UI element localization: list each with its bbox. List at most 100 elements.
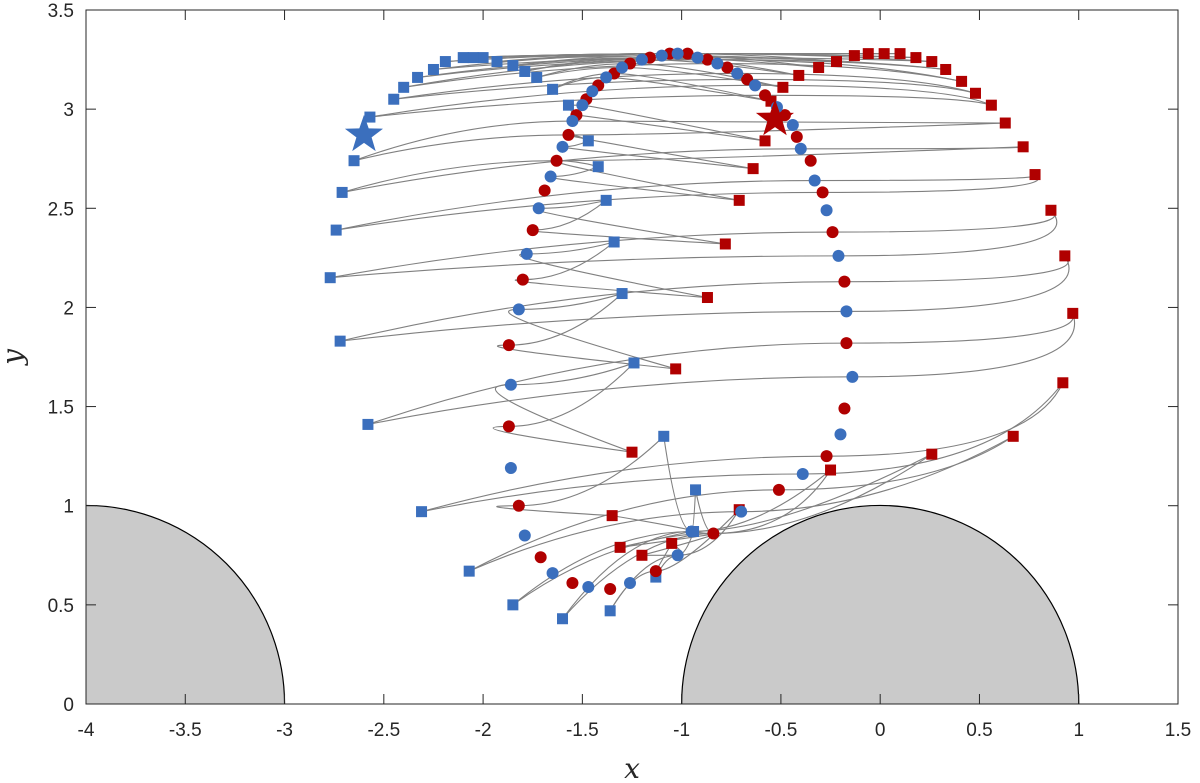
y-tick-label: 3 xyxy=(63,100,74,121)
blue-circle-marker xyxy=(794,142,807,155)
red-square-marker xyxy=(956,75,968,87)
x-tick-label: -3 xyxy=(276,720,293,741)
red-square-marker xyxy=(765,95,777,107)
connector-curve xyxy=(340,255,1069,342)
red-circle-marker xyxy=(790,130,803,143)
blue-circle-marker xyxy=(576,99,589,112)
blue-square-marker xyxy=(491,56,503,68)
blue-circle-marker xyxy=(616,61,629,74)
x-tick-label: -0.5 xyxy=(765,720,798,741)
red-square-marker xyxy=(926,448,938,460)
blue-square-marker xyxy=(600,194,612,206)
blue-circle-marker xyxy=(671,549,684,562)
blue-circle-marker xyxy=(671,47,684,60)
blue-square-marker xyxy=(690,484,702,496)
red-circle-marker xyxy=(538,184,551,197)
blue-circle-marker xyxy=(796,467,809,480)
red-circle-marker xyxy=(681,47,694,60)
connector-curve xyxy=(353,120,1006,162)
y-tick-label: 0 xyxy=(63,695,74,716)
blue-square-marker xyxy=(412,71,424,83)
y-tick-label: 2 xyxy=(63,298,74,319)
x-tick-label: 1 xyxy=(1073,720,1084,741)
red-square-marker xyxy=(1029,169,1041,181)
red-square-marker xyxy=(719,238,731,250)
connector-curve xyxy=(336,174,1037,231)
x-tick-label: 0 xyxy=(875,720,886,741)
x-tick-label: -2.5 xyxy=(367,720,400,741)
blue-square-marker xyxy=(463,565,475,577)
red-circle-marker xyxy=(707,527,720,540)
blue-circle-marker xyxy=(520,247,533,260)
red-square-marker xyxy=(813,62,825,74)
blue-square-marker xyxy=(398,81,410,93)
blue-square-marker xyxy=(519,65,531,77)
blue-circle-marker xyxy=(566,115,579,128)
connector-curve xyxy=(508,293,676,370)
blue-circle-marker xyxy=(504,378,517,391)
blue-circle-marker xyxy=(624,577,637,590)
red-square-marker xyxy=(825,464,837,476)
blue-square-marker xyxy=(582,135,594,147)
red-square-marker xyxy=(747,163,759,175)
connector-curve xyxy=(367,313,1075,425)
y-tick-label: 0.5 xyxy=(48,596,74,617)
blue-square-marker xyxy=(592,161,604,173)
red-circle-marker xyxy=(721,61,734,74)
red-square-marker xyxy=(1057,377,1069,389)
red-circle-marker xyxy=(816,186,829,199)
connector-curve xyxy=(421,382,1064,513)
blue-square-marker xyxy=(416,506,428,518)
blue-square-marker xyxy=(348,155,360,167)
red-circle-marker xyxy=(534,551,547,564)
blue-square-marker xyxy=(531,71,543,83)
red-circle-marker xyxy=(804,154,817,167)
blue-circle-marker xyxy=(731,67,744,80)
blue-square-marker xyxy=(388,93,400,105)
blue-circle-marker xyxy=(546,567,559,580)
red-circle-marker xyxy=(772,483,785,496)
blue-square-marker xyxy=(562,99,574,111)
red-square-marker xyxy=(831,56,843,68)
blue-square-marker xyxy=(557,613,569,625)
red-circle-marker xyxy=(516,273,529,286)
blue-circle-marker xyxy=(582,581,595,594)
connector-curve xyxy=(336,174,1040,231)
blue-circle-marker xyxy=(808,174,821,187)
blue-square-marker xyxy=(604,605,616,617)
x-axis-label: x xyxy=(624,752,640,783)
red-square-marker xyxy=(999,117,1011,129)
blue-circle-marker xyxy=(832,249,845,262)
x-tick-label: 1.5 xyxy=(1165,720,1191,741)
blue-square-marker xyxy=(477,52,489,64)
red-square-marker xyxy=(777,81,789,93)
obstacles xyxy=(86,504,1080,704)
red-square-marker xyxy=(894,48,906,60)
star-marker xyxy=(344,114,383,152)
blue-square-marker xyxy=(658,430,670,442)
blue-square-marker xyxy=(336,186,348,198)
blue-circle-marker xyxy=(820,204,833,217)
red-circle-marker xyxy=(512,499,525,512)
y-tick-label: 1 xyxy=(63,497,74,518)
star-marker xyxy=(755,99,794,136)
red-square-marker xyxy=(1045,204,1057,216)
red-square-marker xyxy=(878,48,890,60)
blue-square-marker xyxy=(330,224,342,236)
plot-frame xyxy=(85,9,1179,705)
red-circle-marker xyxy=(526,224,539,237)
red-square-marker xyxy=(1067,307,1079,319)
red-square-marker xyxy=(985,99,997,111)
y-tick-label: 2.5 xyxy=(48,199,74,220)
blue-square-marker xyxy=(547,83,559,95)
x-tick-label: -4 xyxy=(78,720,95,741)
y-tick-label: 3.5 xyxy=(48,1,74,22)
x-tick-label: -2 xyxy=(475,720,492,741)
blue-circle-marker xyxy=(512,303,525,316)
red-square-marker xyxy=(701,292,713,304)
red-square-marker xyxy=(626,446,638,458)
red-square-marker xyxy=(1007,430,1019,442)
x-tick-label: -1.5 xyxy=(566,720,599,741)
y-tick-label: 1.5 xyxy=(48,398,74,419)
connector-curve xyxy=(369,84,992,118)
